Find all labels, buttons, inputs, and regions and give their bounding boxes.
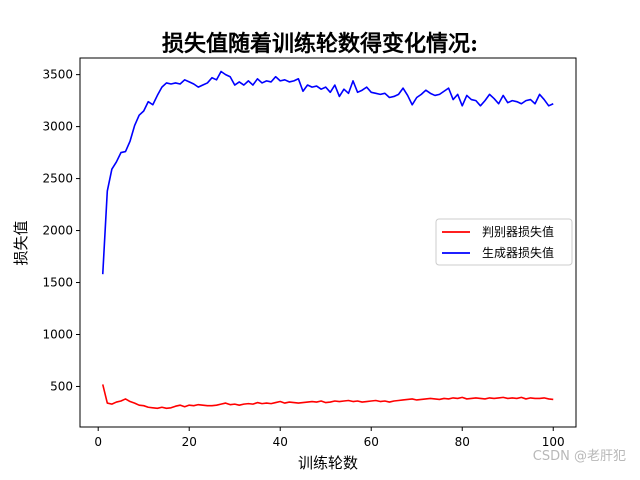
- legend-label-2: 生成器损失值: [482, 245, 554, 260]
- x-tick-label: 0: [94, 435, 102, 449]
- x-tick-label: 100: [542, 435, 565, 449]
- y-tick-label: 3000: [42, 120, 73, 134]
- y-tick-label: 1500: [42, 276, 73, 290]
- plot-frame: [79, 57, 577, 428]
- legend-label-1: 判别器损失值: [482, 224, 554, 239]
- y-tick-label: 1000: [42, 327, 73, 341]
- x-axis-label: 训练轮数: [298, 454, 358, 472]
- x-tick-label: 80: [455, 435, 470, 449]
- y-axis-label: 损失值: [12, 220, 30, 265]
- plot-area: [79, 57, 577, 428]
- series-layer: [101, 70, 554, 410]
- x-tick-label: 20: [182, 435, 197, 449]
- series-line-1: [101, 384, 554, 410]
- x-tick-label: 60: [364, 435, 379, 449]
- y-axis-ticks: 500 1000 1500 2000 2500 3000 3500: [42, 68, 80, 393]
- chart-title: 损失值随着训练轮数得变化情况:: [162, 31, 478, 57]
- watermark: CSDN @老肝犯: [532, 449, 626, 464]
- y-tick-label: 2000: [42, 224, 73, 238]
- x-tick-label: 40: [273, 435, 288, 449]
- x-axis-ticks: 0 20 40 60 80 100: [94, 427, 565, 449]
- y-tick-label: 2500: [42, 172, 73, 186]
- series-line-2: [101, 70, 554, 275]
- y-tick-label: 3500: [42, 68, 73, 82]
- y-tick-label: 500: [50, 379, 73, 393]
